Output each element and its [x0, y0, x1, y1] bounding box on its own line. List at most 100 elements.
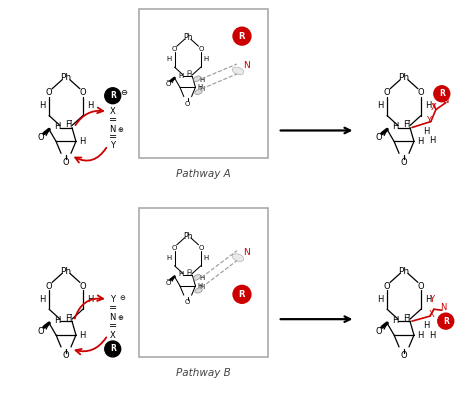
Text: H: H	[199, 86, 204, 92]
Text: H: H	[423, 321, 429, 330]
Text: H: H	[166, 56, 172, 62]
Ellipse shape	[195, 288, 202, 293]
Text: N: N	[244, 248, 250, 257]
Text: H̅: H̅	[65, 120, 71, 129]
Circle shape	[438, 313, 454, 329]
Text: O: O	[401, 158, 407, 167]
Text: X: X	[429, 310, 435, 319]
Text: Y: Y	[429, 295, 434, 304]
Text: R: R	[439, 89, 445, 98]
Circle shape	[434, 86, 450, 102]
Circle shape	[233, 285, 251, 303]
Text: ⊖: ⊖	[120, 88, 127, 97]
Text: ⊕: ⊕	[118, 315, 124, 321]
Circle shape	[105, 88, 121, 104]
Text: H: H	[199, 275, 204, 281]
Text: O: O	[401, 352, 407, 360]
Text: N: N	[443, 96, 449, 105]
Text: H: H	[425, 295, 431, 304]
Text: H: H	[87, 295, 93, 304]
Text: Ph: Ph	[183, 232, 192, 241]
Text: H: H	[392, 122, 398, 131]
Text: H: H	[39, 101, 46, 110]
Text: H: H	[377, 101, 383, 110]
Text: O: O	[172, 46, 177, 52]
Text: R: R	[443, 317, 449, 326]
Circle shape	[105, 341, 121, 357]
Text: Y: Y	[110, 141, 115, 150]
Text: O̅: O̅	[376, 326, 383, 336]
Text: R: R	[110, 344, 116, 354]
Text: Ph: Ph	[399, 73, 410, 82]
Text: O: O	[46, 88, 53, 97]
Text: O̅: O̅	[376, 133, 383, 142]
Bar	[138, 208, 268, 357]
Text: H: H	[87, 101, 93, 110]
Text: N: N	[441, 303, 447, 312]
Text: H: H	[428, 136, 435, 145]
Text: R: R	[110, 91, 116, 100]
Text: O: O	[80, 282, 86, 291]
Text: =: =	[109, 132, 117, 142]
Text: H: H	[417, 330, 423, 340]
Text: =: =	[109, 303, 117, 313]
Ellipse shape	[195, 89, 202, 95]
Text: O: O	[418, 88, 424, 97]
Text: H: H	[204, 56, 209, 62]
Text: O: O	[172, 245, 177, 251]
Text: H: H	[79, 137, 85, 146]
Text: Pathway B: Pathway B	[176, 368, 230, 378]
Text: O: O	[384, 88, 391, 97]
Ellipse shape	[193, 76, 201, 81]
Text: H: H	[377, 295, 383, 304]
Circle shape	[233, 27, 251, 45]
Text: Ph: Ph	[61, 267, 72, 276]
Text: Ph: Ph	[61, 73, 72, 82]
Text: H: H	[178, 73, 183, 79]
Text: X: X	[431, 103, 437, 112]
Text: O: O	[185, 101, 191, 107]
Text: H̅: H̅	[403, 314, 409, 323]
Text: Pathway A: Pathway A	[176, 169, 230, 179]
Text: N: N	[109, 313, 116, 322]
Text: X: X	[110, 330, 116, 340]
Text: H: H	[199, 284, 204, 290]
Text: H̅: H̅	[65, 314, 71, 323]
Text: X: X	[110, 107, 116, 116]
Text: H: H	[166, 255, 172, 261]
Text: O: O	[63, 158, 69, 167]
Text: H: H	[79, 330, 85, 340]
Ellipse shape	[232, 254, 244, 261]
Text: =: =	[109, 321, 117, 331]
Text: Y: Y	[427, 116, 431, 125]
Text: H: H	[428, 330, 435, 340]
Text: O: O	[46, 282, 53, 291]
Text: H: H	[423, 127, 429, 136]
Text: H̅: H̅	[403, 120, 409, 129]
Text: H: H	[199, 77, 204, 83]
Text: O̅: O̅	[38, 133, 45, 142]
Text: H: H	[178, 271, 183, 277]
Text: H: H	[39, 295, 46, 304]
Text: O̅: O̅	[38, 326, 45, 336]
Text: O: O	[198, 46, 203, 52]
Text: O: O	[63, 352, 69, 360]
Text: H: H	[425, 101, 431, 110]
Text: O: O	[198, 245, 203, 251]
Ellipse shape	[193, 275, 201, 280]
Text: H: H	[54, 316, 60, 325]
Text: H: H	[198, 84, 203, 90]
Text: O: O	[384, 282, 391, 291]
Text: H: H	[392, 316, 398, 325]
Text: H: H	[417, 137, 423, 146]
Text: H: H	[54, 122, 60, 131]
Bar	[138, 9, 268, 158]
Text: O̅: O̅	[165, 280, 171, 286]
Text: ⊕: ⊕	[118, 128, 124, 134]
Text: H̅: H̅	[187, 71, 192, 77]
Text: H̅: H̅	[187, 270, 192, 276]
Text: O: O	[80, 88, 86, 97]
Text: Ph: Ph	[183, 33, 192, 42]
Text: Ph: Ph	[399, 267, 410, 276]
Text: H: H	[198, 283, 203, 289]
